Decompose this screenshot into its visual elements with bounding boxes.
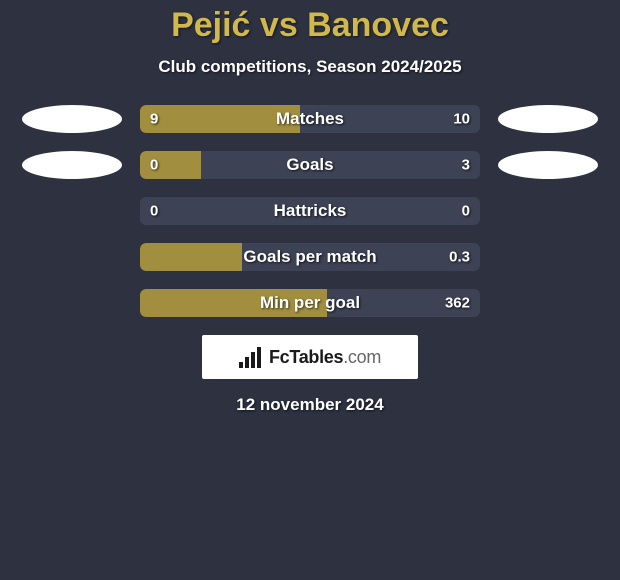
stat-value-right: 0 — [462, 203, 470, 220]
page-title: Pejić vs Banovec — [0, 6, 620, 45]
stat-value-right: 10 — [453, 111, 470, 128]
stat-bar: 0Goals3 — [140, 151, 480, 179]
stat-label: Goals — [140, 155, 480, 175]
stat-value-right: 0.3 — [449, 249, 470, 266]
stat-value-right: 362 — [445, 295, 470, 312]
stat-label: Min per goal — [140, 293, 480, 313]
stat-bar: Min per goal362 — [140, 289, 480, 317]
comparison-widget: Pejić vs Banovec Club competitions, Seas… — [0, 0, 620, 415]
stat-row: 0Goals3 — [0, 151, 620, 179]
stat-row: Min per goal362 — [0, 289, 620, 317]
date-label: 12 november 2024 — [0, 395, 620, 415]
stat-label: Matches — [140, 109, 480, 129]
bar-chart-icon — [239, 347, 263, 368]
logo-brand-text: FcTables.com — [269, 347, 381, 368]
stat-bar: Goals per match0.3 — [140, 243, 480, 271]
player-right-badge — [498, 105, 598, 133]
player-left-badge — [22, 151, 122, 179]
stat-value-right: 3 — [462, 157, 470, 174]
stat-row: 0Hattricks0 — [0, 197, 620, 225]
subtitle: Club competitions, Season 2024/2025 — [0, 57, 620, 77]
player-right-badge — [498, 151, 598, 179]
player-left-badge — [22, 105, 122, 133]
stat-row: Goals per match0.3 — [0, 243, 620, 271]
stat-label: Goals per match — [140, 247, 480, 267]
stat-rows: 9Matches100Goals30Hattricks0Goals per ma… — [0, 105, 620, 317]
stat-bar: 9Matches10 — [140, 105, 480, 133]
stat-row: 9Matches10 — [0, 105, 620, 133]
stat-bar: 0Hattricks0 — [140, 197, 480, 225]
branding-logo[interactable]: FcTables.com — [202, 335, 418, 379]
stat-label: Hattricks — [140, 201, 480, 221]
